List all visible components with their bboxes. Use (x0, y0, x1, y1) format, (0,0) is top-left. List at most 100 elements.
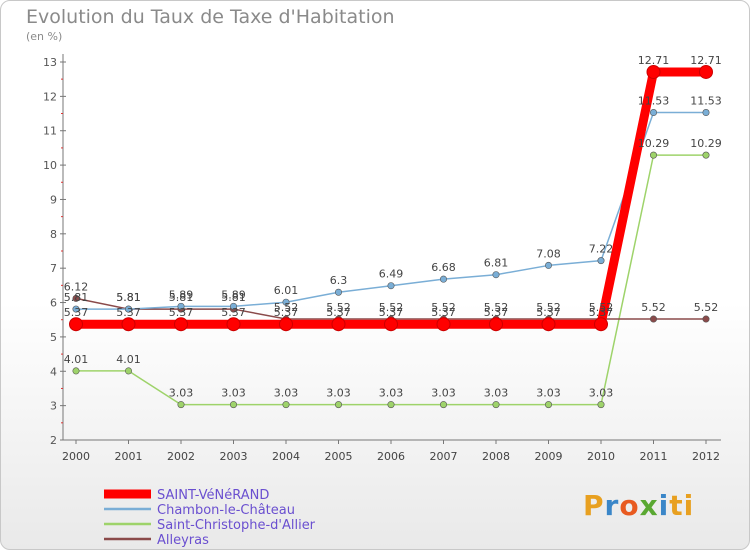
x-tick-label: 2010 (587, 450, 615, 463)
data-point (282, 401, 290, 409)
data-point (649, 151, 657, 159)
x-tick-label: 2011 (640, 450, 668, 463)
data-point (699, 64, 713, 79)
data-label: 7.22 (589, 243, 614, 256)
data-point (436, 317, 451, 332)
data-label: 6.68 (431, 261, 456, 274)
data-point (649, 109, 657, 117)
legend-label: Saint-Christophe-d'Allier (157, 518, 316, 533)
data-point (439, 275, 447, 283)
data-point (72, 305, 80, 313)
y-tick-label: 12 (43, 90, 57, 103)
logo-letter: i (658, 489, 670, 522)
data-point (230, 302, 238, 310)
data-label: 12.71 (690, 54, 722, 67)
data-point (279, 317, 293, 332)
data-label: 3.03 (536, 387, 561, 400)
data-point (649, 315, 657, 323)
x-tick-label: 2003 (220, 450, 248, 463)
logo-letter: t (669, 489, 684, 522)
data-label: 10.29 (690, 137, 722, 150)
data-label: 5.37 (221, 306, 246, 319)
y-tick-label: 9 (50, 193, 57, 206)
data-label: 5.37 (326, 306, 351, 319)
data-label: 3.03 (326, 387, 351, 400)
data-label: 5.52 (536, 301, 561, 314)
data-point (387, 282, 395, 290)
data-point (334, 288, 342, 296)
data-label: 5.81 (169, 291, 194, 304)
data-label: 5.37 (484, 306, 509, 319)
chart-title: Evolution du Taux de Taxe d'Habitation (26, 6, 395, 28)
data-label: 5.89 (221, 288, 246, 301)
y-tick-label: 5 (50, 331, 57, 344)
data-label: 3.03 (221, 387, 246, 400)
data-point (72, 294, 80, 302)
data-label: 3.03 (484, 387, 509, 400)
x-tick-label: 2008 (482, 450, 510, 463)
y-tick-label: 4 (50, 365, 57, 378)
data-label: 5.81 (116, 291, 141, 304)
data-point (384, 317, 398, 332)
y-tick-label: 6 (50, 297, 57, 310)
legend-label: SAINT-VéNéRAND (157, 488, 269, 503)
data-label: 7.08 (536, 247, 561, 260)
data-label: 5.52 (274, 301, 299, 314)
data-point (334, 401, 342, 409)
x-tick-label: 2004 (272, 450, 300, 463)
data-label: 6.81 (484, 257, 509, 270)
data-label: 4.01 (116, 353, 141, 366)
data-label: 3.03 (274, 387, 299, 400)
x-tick-label: 2005 (325, 450, 353, 463)
data-point (69, 317, 83, 332)
data-label: 5.37 (589, 306, 614, 319)
y-tick-label: 13 (43, 56, 57, 69)
data-label: 3.03 (589, 387, 614, 400)
data-point (439, 401, 447, 409)
x-tick-label: 2012 (692, 450, 720, 463)
x-tick-label: 2000 (62, 450, 90, 463)
data-label: 5.52 (694, 301, 719, 314)
x-tick-label: 2007 (430, 450, 458, 463)
data-label: 5.89 (169, 288, 194, 301)
data-point (594, 317, 608, 332)
logo-letter: P (583, 489, 605, 522)
data-point (489, 317, 503, 332)
data-label: 3.03 (169, 387, 194, 400)
data-label: 5.52 (589, 301, 614, 314)
data-label: 6.12 (64, 280, 89, 293)
y-tick-label: 3 (50, 400, 57, 413)
y-tick-label: 8 (50, 228, 57, 241)
data-point (702, 109, 710, 117)
data-label: 11.53 (638, 95, 670, 108)
data-label: 3.03 (379, 387, 404, 400)
data-point (597, 401, 605, 409)
data-point (230, 401, 238, 409)
data-label: 5.52 (379, 301, 404, 314)
data-label: 5.37 (536, 306, 561, 319)
data-label: 5.52 (326, 301, 351, 314)
y-tick-label: 10 (43, 159, 57, 172)
data-label: 5.81 (221, 291, 246, 304)
data-point (702, 315, 710, 323)
data-point (646, 64, 661, 79)
y-tick-label: 7 (50, 262, 57, 275)
data-point (121, 317, 136, 332)
data-label: 12.71 (638, 54, 670, 67)
data-point (125, 367, 133, 375)
data-label: 6.3 (330, 274, 348, 287)
data-label: 5.52 (431, 301, 456, 314)
y-tick-label: 11 (43, 125, 57, 138)
data-label: 6.49 (379, 268, 404, 281)
legend-label: Alleyras (157, 533, 209, 548)
data-label: 5.81 (116, 291, 141, 304)
data-point (177, 302, 185, 310)
data-label: 5.52 (641, 301, 666, 314)
chart-subtitle: (en %) (26, 30, 63, 43)
data-point (331, 317, 346, 332)
data-point (226, 317, 241, 332)
data-label: 5.52 (484, 301, 509, 314)
data-point (177, 401, 185, 409)
